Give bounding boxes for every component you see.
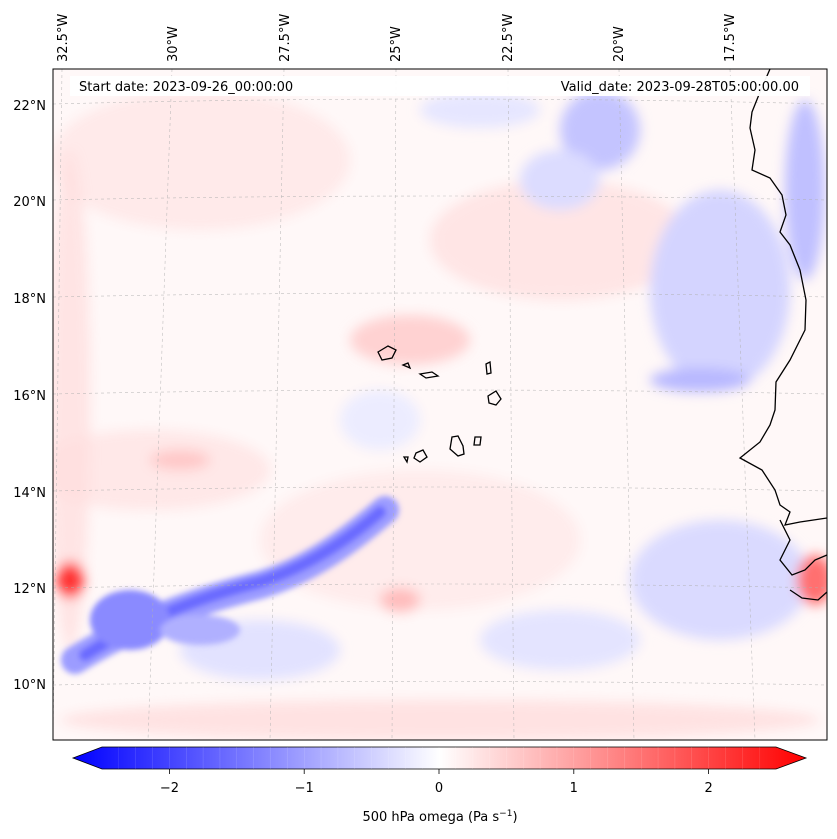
start-date-label: Start date: 2023-09-26_00:00:00 bbox=[79, 80, 293, 95]
island-sal bbox=[485, 360, 492, 375]
header-box bbox=[70, 76, 810, 96]
colorbar-tick-label: −2 bbox=[160, 781, 179, 796]
lon-label: 27.5°W bbox=[278, 14, 293, 62]
island-santiago bbox=[449, 435, 465, 457]
colorbar-ticks: −2 −1 0 1 2 bbox=[118, 747, 760, 796]
lat-labels: 22°N 20°N 18°N 16°N 14°N 12°N 10°N bbox=[13, 99, 46, 693]
island-fogo bbox=[413, 449, 428, 463]
colorbar-tick-label: 1 bbox=[570, 781, 578, 796]
lon-label: 17.5°W bbox=[723, 14, 738, 62]
colorbar-tick-label: 0 bbox=[435, 781, 443, 796]
lon-label: 20°W bbox=[612, 26, 627, 62]
lat-label: 14°N bbox=[13, 486, 46, 501]
colorbar-body bbox=[71, 746, 808, 770]
island-maio bbox=[473, 436, 482, 446]
lat-label: 10°N bbox=[13, 678, 46, 693]
valid-date-label: Valid_date: 2023-09-28T05:00:00.00 bbox=[561, 80, 799, 95]
colorbar: −2 −1 0 1 2 500 hPa omega (Pa s−1) bbox=[71, 746, 808, 825]
field-patches bbox=[53, 90, 827, 740]
lat-label: 12°N bbox=[13, 582, 46, 597]
colorbar-tick-label: 2 bbox=[704, 781, 712, 796]
colorbar-label: 500 hPa omega (Pa s−1) bbox=[362, 809, 517, 825]
lat-label: 22°N bbox=[13, 99, 46, 114]
coastline bbox=[738, 69, 827, 601]
island-brava bbox=[402, 456, 409, 464]
lon-label: 25°W bbox=[389, 26, 404, 62]
colorbar-tick-label: −1 bbox=[295, 781, 314, 796]
lon-label: 30°W bbox=[166, 26, 181, 62]
island-boa-vista bbox=[487, 390, 502, 406]
omega-field bbox=[53, 69, 827, 740]
lat-label: 18°N bbox=[13, 292, 46, 307]
cabo-verde-islands bbox=[377, 345, 502, 464]
lon-label: 22.5°W bbox=[501, 14, 516, 62]
lat-label: 20°N bbox=[13, 195, 46, 210]
island-santo-antao bbox=[377, 345, 397, 361]
lon-labels: 32.5°W 30°W 27.5°W 25°W 22.5°W 20°W 17.5… bbox=[56, 14, 738, 62]
lon-label: 32.5°W bbox=[56, 14, 71, 62]
graticule bbox=[53, 69, 827, 740]
island-sao-nicolau bbox=[418, 371, 440, 379]
lat-label: 16°N bbox=[13, 389, 46, 404]
island-sao-vicente bbox=[401, 362, 412, 370]
map-frame bbox=[52, 68, 828, 741]
